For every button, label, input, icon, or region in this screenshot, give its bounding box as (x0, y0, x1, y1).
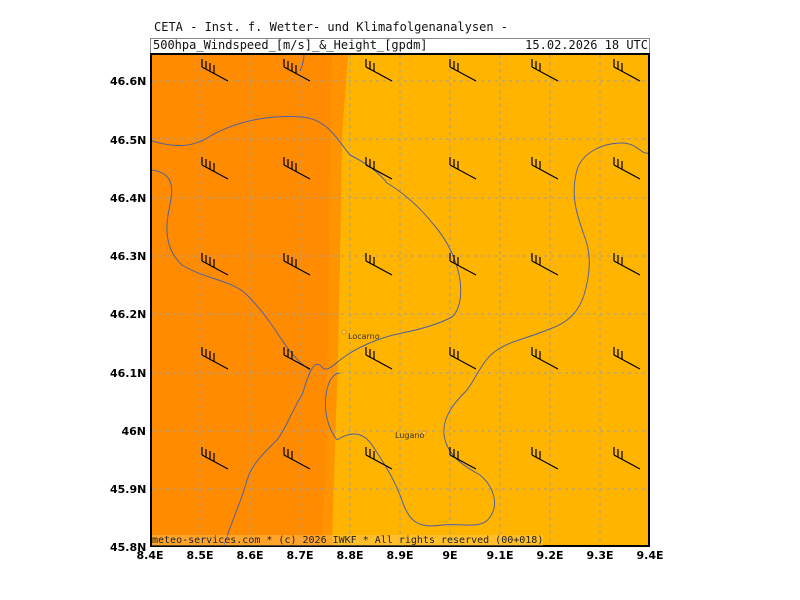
lon-label: 9.3E (586, 549, 614, 562)
valid-time: 15.02.2026 18 UTC (525, 38, 648, 52)
lat-label: 46.4N (110, 192, 147, 205)
lon-label: 8.7E (286, 549, 314, 562)
city-marker-locarno (341, 329, 347, 335)
map-panel (150, 53, 650, 547)
gridlines (152, 55, 648, 545)
lon-label: 8.8E (336, 549, 364, 562)
product-title: 500hpa_Windspeed_[m/s]_&_Height_[gpdm] (153, 38, 428, 52)
lat-label: 46N (121, 425, 146, 438)
lon-label: 9.4E (636, 549, 664, 562)
lon-label: 9E (442, 549, 458, 562)
borders (152, 55, 648, 545)
lat-label: 46.3N (110, 250, 147, 263)
lat-label: 46.2N (110, 308, 147, 321)
map-canvas (152, 55, 648, 545)
lon-label: 9.1E (486, 549, 514, 562)
city-label-lugano: Lugano (395, 431, 425, 440)
lat-label: 46.5N (110, 134, 147, 147)
city-marker-lugano (421, 430, 427, 436)
lat-label: 45.9N (110, 483, 147, 496)
institute-header: CETA - Inst. f. Wetter- und Klimafolgena… (154, 20, 509, 34)
wind-barbs (201, 59, 641, 470)
lon-label: 8.9E (386, 549, 414, 562)
lon-label: 8.5E (186, 549, 214, 562)
lat-label: 46.6N (110, 75, 147, 88)
lat-label: 46.1N (110, 367, 147, 380)
city-label-locarno: Locarno (348, 332, 380, 341)
lon-label: 8.6E (236, 549, 264, 562)
lon-label: 9.2E (536, 549, 564, 562)
copyright-footer: meteo-services.com * (c) 2026 IWKF * All… (152, 535, 544, 546)
lon-label: 8.4E (136, 549, 164, 562)
lat-label: 45.8N (110, 541, 147, 554)
